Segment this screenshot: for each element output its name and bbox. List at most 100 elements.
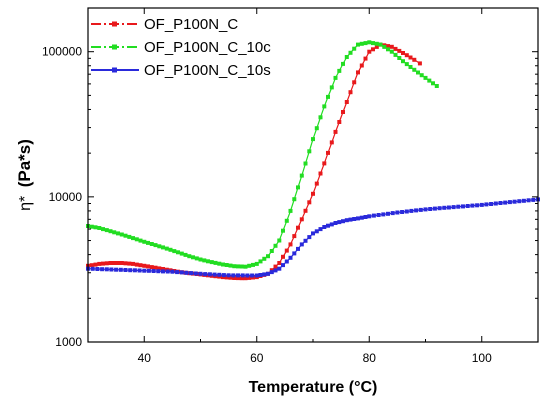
- series-3-point: [269, 270, 274, 275]
- series-2-point: [157, 244, 162, 249]
- series-2-point: [427, 78, 432, 83]
- series-3-point: [100, 267, 105, 272]
- series-1-point: [104, 261, 109, 266]
- series-1-point: [311, 191, 315, 196]
- series-3-point: [307, 235, 312, 240]
- series-2-point: [134, 237, 139, 242]
- series-3-point: [175, 270, 180, 275]
- series-1-point: [303, 208, 308, 213]
- series-3-point: [341, 219, 345, 224]
- series-2-point: [217, 261, 222, 266]
- y-axis-label: η* (Pa*s): [15, 139, 34, 211]
- series-3-point: [456, 204, 461, 209]
- series-1-point: [157, 266, 162, 271]
- series-3-point: [104, 267, 109, 272]
- series-3-point: [484, 202, 489, 207]
- series-2-point: [93, 225, 98, 230]
- legend-item: OF_P100N_C: [91, 16, 238, 33]
- series-2-point: [284, 218, 289, 223]
- series-1-point: [232, 276, 237, 280]
- x-tick-label: 60: [250, 351, 264, 365]
- series-1-point: [341, 110, 345, 114]
- series-2-point: [269, 249, 274, 253]
- series-1-point: [239, 276, 244, 281]
- series-2-point: [416, 70, 420, 75]
- y-axis-label-unit: (Pa*s): [15, 139, 34, 187]
- series-1-point: [108, 261, 113, 265]
- series-3-point: [479, 202, 484, 207]
- series-3-point: [333, 221, 338, 225]
- legend-swatch-marker: [112, 44, 117, 50]
- series-3-point: [273, 268, 278, 273]
- series-1-point: [131, 261, 135, 266]
- series-2-point: [153, 243, 158, 248]
- series-2-point: [397, 56, 402, 60]
- series-3-point: [284, 259, 289, 264]
- series-1-point: [93, 262, 98, 267]
- series-3-point: [212, 272, 217, 277]
- plot-frame: [87, 7, 539, 343]
- series-1-point: [112, 261, 117, 265]
- series-1-point: [299, 217, 304, 222]
- series-3-point: [151, 269, 156, 273]
- series-3-point: [189, 271, 194, 276]
- x-tick-label: 40: [138, 351, 152, 365]
- series-2-point: [389, 49, 394, 54]
- series-3-point: [367, 214, 372, 219]
- series-3-point: [207, 272, 212, 277]
- series-1-point: [401, 51, 405, 55]
- series-2-point: [138, 238, 143, 243]
- series-2-point: [172, 249, 177, 254]
- series-2-point: [179, 251, 184, 256]
- series-3-line: [87, 198, 539, 277]
- series-2-point: [273, 243, 278, 248]
- series-2-point: [367, 40, 372, 45]
- series-1-point: [161, 267, 165, 271]
- series-3-point: [165, 269, 170, 274]
- series-1-point: [123, 261, 128, 266]
- series-1-point: [243, 276, 248, 281]
- series-2-point: [371, 41, 375, 46]
- series-3-point: [526, 198, 531, 203]
- series-1-point: [296, 225, 300, 230]
- x-axis-label: Temperature (°C): [249, 379, 378, 396]
- legend-swatch-marker: [112, 67, 117, 73]
- series-3-point: [442, 205, 447, 210]
- series-1-point: [352, 80, 357, 85]
- series-1-point: [224, 275, 229, 280]
- series-2-point: [202, 258, 207, 263]
- series-3-point: [314, 229, 319, 234]
- series-2-point: [89, 224, 94, 229]
- series-3-point: [322, 225, 327, 229]
- series-1-point: [359, 63, 364, 68]
- series-2-point: [112, 230, 117, 235]
- series-2-point: [101, 227, 105, 232]
- series-2-point: [168, 247, 173, 252]
- series-2-point: [239, 264, 244, 269]
- series-2-point: [337, 68, 342, 73]
- series-2-point: [386, 47, 390, 52]
- legend-label: OF_P100N_C: [144, 16, 238, 33]
- series-3-point: [221, 273, 226, 278]
- series-1-point: [374, 44, 379, 49]
- series-2-point: [314, 126, 319, 131]
- series-3-point: [521, 198, 526, 203]
- series-3-point: [409, 208, 414, 213]
- series-2-point: [412, 67, 417, 72]
- series-1-point: [277, 261, 282, 265]
- series-2-point: [224, 263, 229, 267]
- series-3-point: [326, 223, 330, 228]
- series-3-point: [245, 273, 250, 278]
- series-1-point: [273, 264, 278, 269]
- series-3-point: [461, 204, 465, 209]
- series-3-point: [432, 206, 437, 211]
- series-3-point: [376, 213, 381, 217]
- series-3-point: [470, 203, 475, 208]
- series-3-point: [95, 267, 100, 271]
- series-2-point: [288, 208, 293, 213]
- series-2-point: [329, 85, 334, 90]
- series-2-point: [266, 254, 270, 259]
- series-2-point: [378, 42, 383, 47]
- series-2-point: [277, 238, 282, 243]
- series-1-point: [393, 46, 398, 51]
